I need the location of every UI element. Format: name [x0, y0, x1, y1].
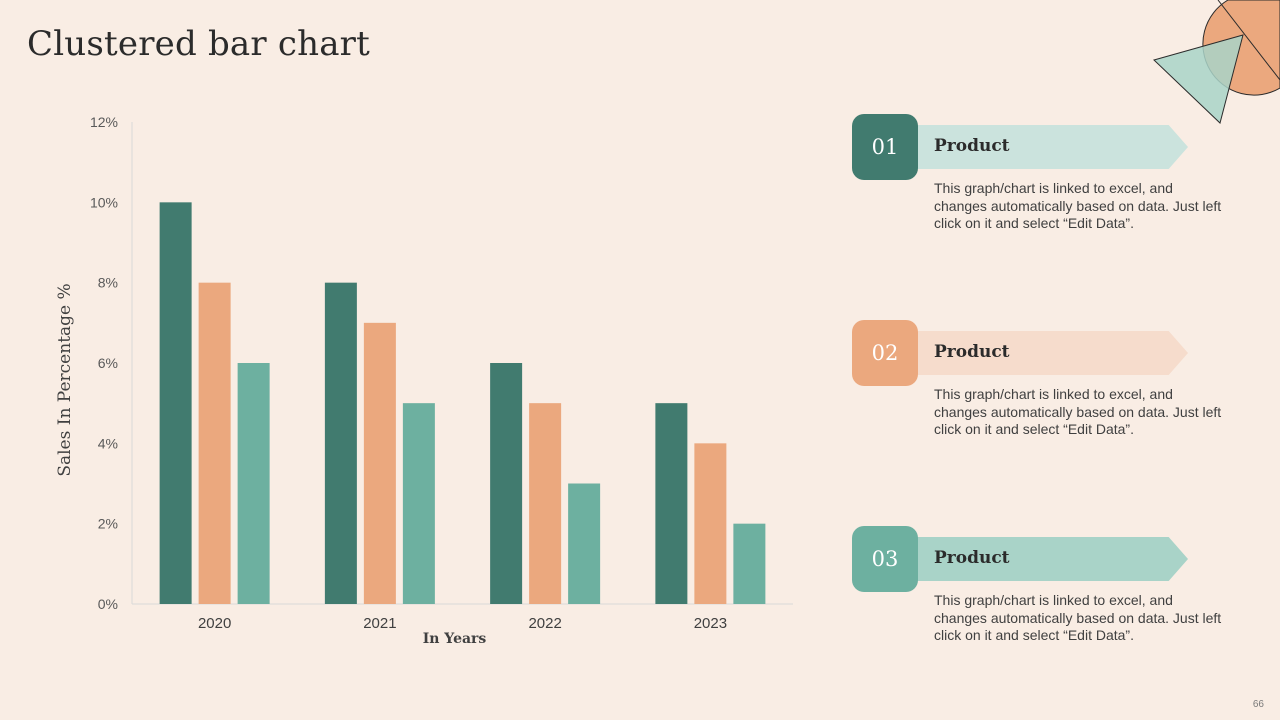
page-title: Clustered bar chart — [27, 24, 370, 64]
product-label: Product — [934, 342, 1010, 362]
page-number: 66 — [1252, 699, 1264, 710]
product-number-badge: 03 — [852, 526, 918, 592]
y-axis-title: Sales In Percentage % — [55, 283, 75, 476]
bar-2020-series-3 — [237, 363, 270, 604]
product-arrow-banner — [912, 331, 1188, 375]
y-tick-label: 4% — [98, 435, 118, 451]
bar-2023-series-2 — [694, 443, 727, 604]
bar-2020-series-2 — [198, 282, 231, 604]
y-tick-label: 10% — [90, 194, 118, 210]
bar-2022-series-3 — [568, 483, 601, 604]
product-arrow-banner — [912, 125, 1188, 169]
triangle-shape — [1153, 34, 1244, 124]
bar-2021-series-2 — [363, 322, 396, 604]
y-tick-label: 12% — [90, 114, 118, 130]
clustered-bar-chart[interactable]: 0% 2% 4% 6% 8% 10% 12% 2020 2021 2022 2023 In Years… — [0, 0, 820, 660]
product-label: Product — [934, 136, 1010, 156]
bar-2021-series-1 — [324, 282, 357, 604]
product-number-badge: 01 — [852, 114, 918, 180]
y-tick-label: 8% — [98, 275, 118, 291]
bar-2023-series-3 — [733, 523, 766, 604]
y-tick-label: 6% — [98, 355, 118, 371]
bar-2023-series-1 — [655, 403, 688, 604]
product-label: Product — [934, 548, 1010, 568]
y-tick-label: 2% — [98, 516, 118, 532]
x-axis-title: In Years — [423, 631, 487, 647]
bar-2022-series-1 — [490, 363, 523, 604]
pie-outline-shape — [1217, 0, 1280, 81]
bar-2020-series-1 — [159, 202, 192, 605]
x-tick-label: 2022 — [528, 615, 561, 632]
x-tick-label: 2021 — [363, 615, 396, 632]
product-arrow-banner — [912, 537, 1188, 581]
bar-2021-series-3 — [402, 403, 435, 604]
product-description: This graph/chart is linked to excel, and… — [934, 180, 1222, 231]
product-description: This graph/chart is linked to excel, and… — [934, 386, 1222, 437]
decorative-shapes — [1153, 0, 1280, 124]
product-description: This graph/chart is linked to excel, and… — [934, 592, 1222, 643]
y-tick-label: 0% — [98, 596, 118, 612]
x-tick-label: 2023 — [694, 615, 727, 632]
bar-2022-series-2 — [529, 403, 562, 604]
x-tick-label: 2020 — [198, 615, 231, 632]
product-number-badge: 02 — [852, 320, 918, 386]
